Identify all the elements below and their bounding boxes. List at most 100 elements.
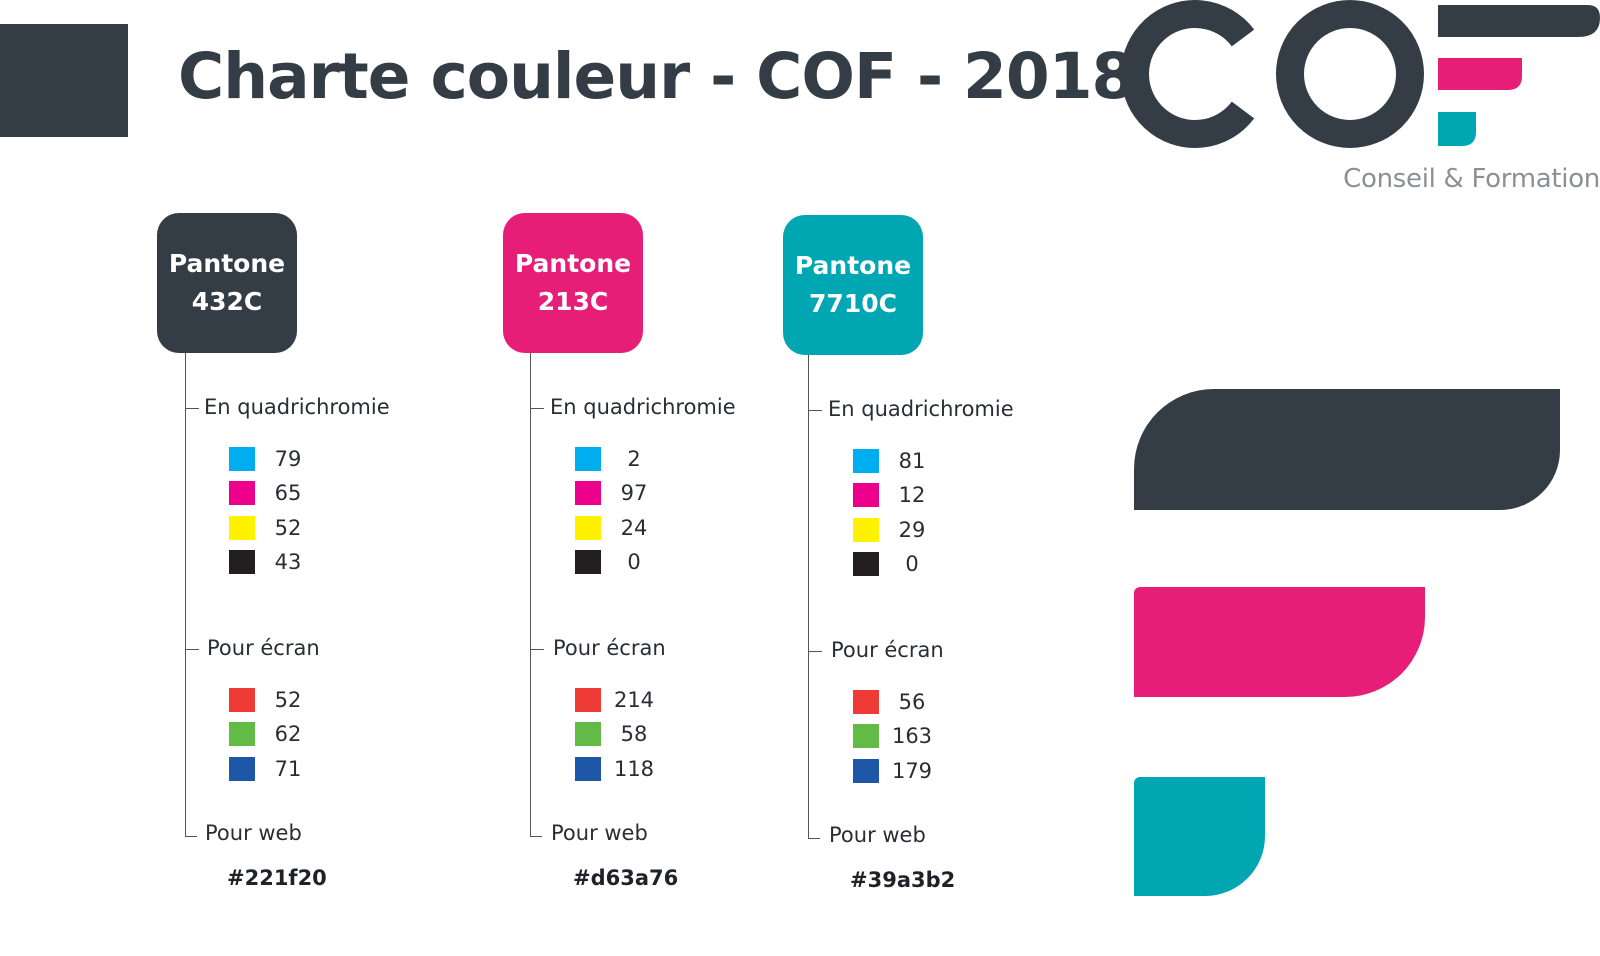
logo-subtitle: Conseil & Formation: [1343, 164, 1600, 194]
pantone-label: Pantone: [794, 251, 912, 280]
cyan-value: 79: [274, 447, 302, 471]
tree-line: [185, 353, 186, 837]
cmyk-row-black: 0: [575, 549, 641, 575]
green-value: 62: [274, 722, 302, 746]
branch-tick: [530, 408, 544, 409]
brand-bar-dark: [1134, 389, 1560, 510]
black-swatch: [853, 552, 879, 576]
cyan-swatch: [575, 447, 601, 471]
magenta-swatch: [575, 481, 601, 505]
section-label-cmyk: En quadrichromie: [828, 397, 1014, 421]
web-hex-value: #d63a76: [573, 866, 679, 890]
red-value: 56: [898, 690, 926, 714]
yellow-swatch: [575, 516, 601, 540]
rgb-row-green: 163: [853, 723, 932, 749]
brand-bar-pink: [1134, 587, 1425, 697]
cmyk-row-yellow: 24: [575, 515, 647, 541]
green-swatch: [853, 724, 879, 748]
web-hex-value: #39a3b2: [850, 868, 956, 892]
red-swatch: [575, 688, 601, 712]
rgb-row-blue: 71: [229, 756, 301, 782]
branch-tick: [185, 408, 199, 409]
blue-value: 118: [613, 757, 655, 781]
tree-line: [808, 355, 809, 839]
brand-bar-teal: [1134, 777, 1265, 896]
section-label-screen: Pour écran: [831, 638, 944, 662]
red-swatch: [853, 690, 879, 714]
rgb-row-red: 214: [575, 687, 654, 713]
blue-swatch: [853, 759, 879, 783]
rgb-row-green: 62: [229, 721, 301, 747]
pantone-label: Pantone: [514, 249, 632, 278]
yellow-value: 24: [620, 516, 648, 540]
branch-tick: [808, 651, 822, 652]
magenta-value: 12: [898, 483, 926, 507]
magenta-value: 97: [620, 481, 648, 505]
cyan-value: 81: [898, 449, 926, 473]
color-column-213c: Pantone 213C En quadrichromie 2 97 24 0 …: [503, 0, 803, 956]
cmyk-row-black: 43: [229, 549, 301, 575]
branch-tick: [185, 649, 199, 650]
green-value: 58: [620, 722, 648, 746]
cyan-swatch: [853, 449, 879, 473]
section-label-web: Pour web: [551, 821, 648, 845]
color-column-432c: Pantone 432C En quadrichromie 79 65 52 4…: [157, 0, 457, 956]
yellow-value: 52: [274, 516, 302, 540]
rgb-row-green: 58: [575, 721, 647, 747]
red-value: 214: [613, 688, 655, 712]
tree-line: [530, 353, 531, 837]
pantone-code: 213C: [537, 287, 609, 316]
section-label-screen: Pour écran: [207, 636, 320, 660]
cmyk-row-magenta: 97: [575, 480, 647, 506]
green-swatch: [229, 722, 255, 746]
yellow-swatch: [853, 518, 879, 542]
black-swatch: [575, 550, 601, 574]
blue-value: 179: [891, 759, 933, 783]
pantone-box: Pantone 213C: [503, 213, 643, 353]
branch-tick: [808, 838, 820, 839]
yellow-swatch: [229, 516, 255, 540]
cmyk-row-cyan: 2: [575, 446, 641, 472]
green-swatch: [575, 722, 601, 746]
branch-tick: [808, 410, 822, 411]
cof-logo-mark: [1121, 0, 1600, 148]
page-title: Charte couleur - COF - 2018: [178, 40, 1135, 113]
rgb-row-red: 52: [229, 687, 301, 713]
blue-swatch: [575, 757, 601, 781]
pantone-box: Pantone 432C: [157, 213, 297, 353]
cmyk-row-magenta: 12: [853, 482, 925, 508]
red-value: 52: [274, 688, 302, 712]
branch-tick: [185, 836, 197, 837]
cyan-value: 2: [627, 447, 641, 471]
section-label-web: Pour web: [205, 821, 302, 845]
black-value: 0: [905, 552, 919, 576]
web-hex-value: #221f20: [227, 866, 327, 890]
corner-decorative-block: [0, 24, 128, 137]
color-column-7710c: Pantone 7710C En quadrichromie 81 12 29 …: [783, 0, 1083, 956]
cmyk-row-cyan: 79: [229, 446, 301, 472]
black-value: 0: [627, 550, 641, 574]
section-label-screen: Pour écran: [553, 636, 666, 660]
cmyk-row-yellow: 29: [853, 517, 925, 543]
pantone-label: Pantone: [168, 249, 286, 278]
red-swatch: [229, 688, 255, 712]
cmyk-row-black: 0: [853, 551, 919, 577]
cof-logo: Conseil & Formation: [1118, 0, 1600, 200]
cmyk-row-cyan: 81: [853, 448, 925, 474]
branch-tick: [530, 836, 542, 837]
pantone-box: Pantone 7710C: [783, 215, 923, 355]
section-label-cmyk: En quadrichromie: [204, 395, 390, 419]
cyan-swatch: [229, 447, 255, 471]
black-value: 43: [274, 550, 302, 574]
pantone-code: 432C: [191, 287, 263, 316]
branch-tick: [530, 649, 544, 650]
rgb-row-red: 56: [853, 689, 925, 715]
rgb-row-blue: 118: [575, 756, 654, 782]
blue-swatch: [229, 757, 255, 781]
magenta-value: 65: [274, 481, 302, 505]
magenta-swatch: [853, 483, 879, 507]
blue-value: 71: [274, 757, 302, 781]
section-label-cmyk: En quadrichromie: [550, 395, 736, 419]
pantone-code: 7710C: [809, 289, 897, 318]
rgb-row-blue: 179: [853, 758, 932, 784]
